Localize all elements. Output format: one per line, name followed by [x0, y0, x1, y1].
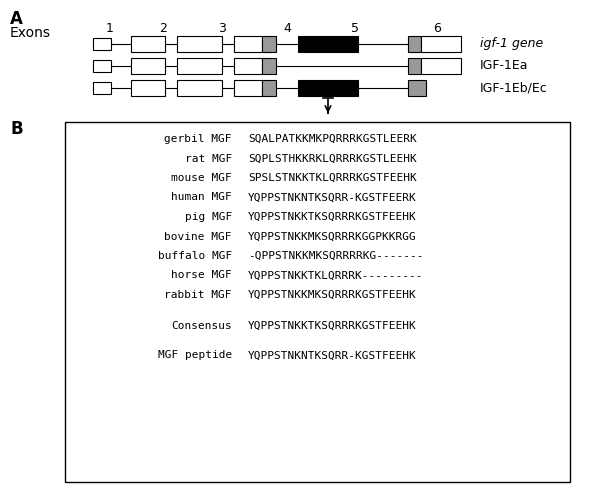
Bar — [93, 38, 111, 50]
Text: YQPPSTNKKTKSQRRRKGSTFEEHK: YQPPSTNKKTKSQRRRKGSTFEEHK — [248, 212, 417, 222]
Bar — [408, 36, 421, 52]
Text: MGF peptide: MGF peptide — [158, 350, 232, 361]
Bar — [262, 58, 276, 74]
Bar — [65, 122, 570, 482]
Text: YQPPSTNKKTKLQRRRK---------: YQPPSTNKKTKLQRRRK--------- — [248, 270, 424, 280]
Text: SQPLSTHKKRKLQRRRKGSTLEEHK: SQPLSTHKKRKLQRRRKGSTLEEHK — [248, 153, 417, 164]
Bar — [93, 82, 111, 94]
Text: 2: 2 — [159, 22, 167, 35]
Bar — [408, 58, 421, 74]
Text: 6: 6 — [433, 22, 441, 35]
Bar — [177, 36, 222, 52]
Text: YQPPSTNKNTKSQRR-KGSTFEERK: YQPPSTNKNTKSQRR-KGSTFEERK — [248, 193, 417, 202]
Text: horse MGF: horse MGF — [171, 270, 232, 280]
Text: 3: 3 — [218, 22, 226, 35]
Text: B: B — [10, 120, 22, 138]
Text: YQPPSTNKKTKSQRRRKGSTFEEHK: YQPPSTNKKTKSQRRRKGSTFEEHK — [248, 321, 417, 331]
Text: rabbit MGF: rabbit MGF — [165, 290, 232, 300]
Text: SPSLSTNKKTKLQRRRKGSTFEEHK: SPSLSTNKKTKLQRRRKGSTFEEHK — [248, 173, 417, 183]
Text: rat MGF: rat MGF — [185, 153, 232, 164]
Text: YQPPSTNKNTKSQRR-KGSTFEEHK: YQPPSTNKNTKSQRR-KGSTFEEHK — [248, 350, 417, 361]
Text: A: A — [10, 10, 23, 28]
Bar — [421, 36, 461, 52]
Text: IGF-1Ea: IGF-1Ea — [480, 59, 529, 73]
Text: mouse MGF: mouse MGF — [171, 173, 232, 183]
Bar — [131, 36, 165, 52]
Text: -QPPSTNKKMKSQRRRRKG-------: -QPPSTNKKMKSQRRRRKG------- — [248, 251, 424, 261]
Text: Exons: Exons — [10, 26, 51, 40]
Text: Consensus: Consensus — [171, 321, 232, 331]
Bar — [234, 36, 262, 52]
Text: 1: 1 — [106, 22, 114, 35]
Bar — [262, 80, 276, 96]
Bar — [177, 58, 222, 74]
Bar — [131, 80, 165, 96]
Text: 4: 4 — [283, 22, 291, 35]
Text: pig MGF: pig MGF — [185, 212, 232, 222]
Bar — [408, 80, 426, 96]
Bar — [298, 36, 358, 52]
Text: gerbil MGF: gerbil MGF — [165, 134, 232, 144]
Bar — [234, 58, 262, 74]
Bar — [234, 80, 262, 96]
Bar — [421, 58, 461, 74]
Text: human MGF: human MGF — [171, 193, 232, 202]
Text: YQPPSTNKKMKSQRRRKGSTFEEHK: YQPPSTNKKMKSQRRRKGSTFEEHK — [248, 290, 417, 300]
Text: IGF-1Eb/Ec: IGF-1Eb/Ec — [480, 81, 548, 95]
Text: YQPPSTNKKMKSQRRRKGGPKKRGG: YQPPSTNKKMKSQRRRKGGPKKRGG — [248, 231, 417, 242]
Text: buffalo MGF: buffalo MGF — [158, 251, 232, 261]
Bar — [262, 36, 276, 52]
Bar — [177, 80, 222, 96]
Bar — [93, 60, 111, 72]
Text: SQALPATKKMKPQRRRKGSTLEERK: SQALPATKKMKPQRRRKGSTLEERK — [248, 134, 417, 144]
Bar — [131, 58, 165, 74]
Text: igf-1 gene: igf-1 gene — [480, 38, 543, 50]
Bar — [298, 80, 358, 96]
Text: 5: 5 — [351, 22, 359, 35]
Text: bovine MGF: bovine MGF — [165, 231, 232, 242]
